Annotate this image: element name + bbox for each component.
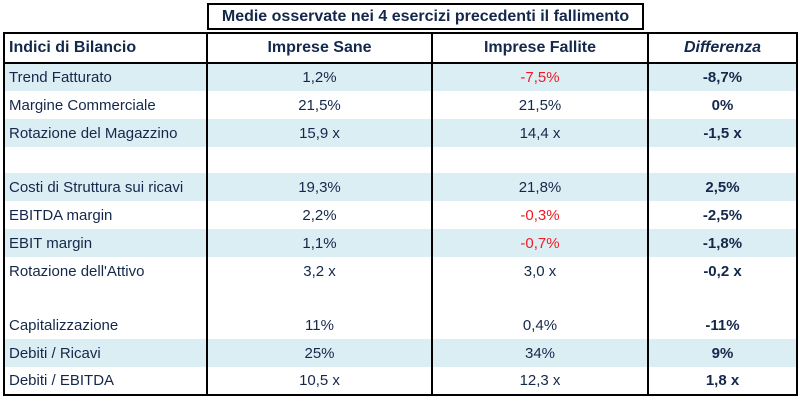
header-indicator: Indici di Bilancio bbox=[3, 32, 208, 64]
row-healthy: 21,5% bbox=[206, 91, 433, 119]
spacer-row bbox=[3, 285, 798, 311]
table-row: Rotazione del Magazzino 15,9 x 14,4 x -1… bbox=[3, 119, 798, 147]
row-healthy: 11% bbox=[206, 311, 433, 339]
row-healthy: 3,2 x bbox=[206, 257, 433, 285]
row-failed: 12,3 x bbox=[431, 367, 649, 395]
table-row: EBIT margin 1,1% -0,7% -1,8% bbox=[3, 229, 798, 257]
row-healthy: 10,5 x bbox=[206, 367, 433, 395]
row-difference: -2,5% bbox=[647, 201, 798, 229]
row-difference: -11% bbox=[647, 311, 798, 339]
row-failed: 0,4% bbox=[431, 311, 649, 339]
header-difference: Differenza bbox=[647, 32, 798, 64]
row-healthy: 15,9 x bbox=[206, 119, 433, 147]
row-healthy: 19,3% bbox=[206, 173, 433, 201]
table-row: Capitalizzazione 11% 0,4% -11% bbox=[3, 311, 798, 339]
table-row: EBITDA margin 2,2% -0,3% -2,5% bbox=[3, 201, 798, 229]
row-difference: 0% bbox=[647, 91, 798, 119]
header-row: Indici di Bilancio Imprese Sane Imprese … bbox=[3, 32, 798, 64]
row-healthy: 1,2% bbox=[206, 63, 433, 91]
row-failed: 21,5% bbox=[431, 91, 649, 119]
row-label: Trend Fatturato bbox=[3, 63, 208, 91]
spacer-row bbox=[3, 147, 798, 173]
row-failed: 14,4 x bbox=[431, 119, 649, 147]
row-label: Rotazione del Magazzino bbox=[3, 119, 208, 147]
row-difference: 1,8 x bbox=[647, 367, 798, 395]
table-row: Margine Commerciale 21,5% 21,5% 0% bbox=[3, 91, 798, 119]
row-difference: -0,2 x bbox=[647, 257, 798, 285]
table-row: Costi di Struttura sui ricavi 19,3% 21,8… bbox=[3, 173, 798, 201]
row-failed: 34% bbox=[431, 339, 649, 367]
row-label: EBITDA margin bbox=[3, 201, 208, 229]
row-failed: 3,0 x bbox=[431, 257, 649, 285]
row-difference: -1,8% bbox=[647, 229, 798, 257]
row-label: Margine Commerciale bbox=[3, 91, 208, 119]
row-healthy: 1,1% bbox=[206, 229, 433, 257]
row-failed: -0,3% bbox=[431, 201, 649, 229]
table-row: Trend Fatturato 1,2% -7,5% -8,7% bbox=[3, 63, 798, 91]
row-failed: -7,5% bbox=[431, 63, 649, 91]
financial-ratios-table: Indici di Bilancio Imprese Sane Imprese … bbox=[3, 32, 798, 396]
header-healthy: Imprese Sane bbox=[206, 32, 433, 64]
table-row: Rotazione dell'Attivo 3,2 x 3,0 x -0,2 x bbox=[3, 257, 798, 285]
row-failed: -0,7% bbox=[431, 229, 649, 257]
row-label: EBIT margin bbox=[3, 229, 208, 257]
row-difference: -1,5 x bbox=[647, 119, 798, 147]
table-caption: Medie osservate nei 4 esercizi precedent… bbox=[207, 3, 644, 30]
row-difference: -8,7% bbox=[647, 63, 798, 91]
row-difference: 2,5% bbox=[647, 173, 798, 201]
row-failed: 21,8% bbox=[431, 173, 649, 201]
table-row: Debiti / EBITDA 10,5 x 12,3 x 1,8 x bbox=[3, 367, 798, 395]
header-failed: Imprese Fallite bbox=[431, 32, 649, 64]
row-healthy: 2,2% bbox=[206, 201, 433, 229]
row-label: Debiti / EBITDA bbox=[3, 367, 208, 395]
row-label: Debiti / Ricavi bbox=[3, 339, 208, 367]
row-label: Capitalizzazione bbox=[3, 311, 208, 339]
row-label: Rotazione dell'Attivo bbox=[3, 257, 208, 285]
table-row: Debiti / Ricavi 25% 34% 9% bbox=[3, 339, 798, 367]
row-healthy: 25% bbox=[206, 339, 433, 367]
row-label: Costi di Struttura sui ricavi bbox=[3, 173, 208, 201]
row-difference: 9% bbox=[647, 339, 798, 367]
